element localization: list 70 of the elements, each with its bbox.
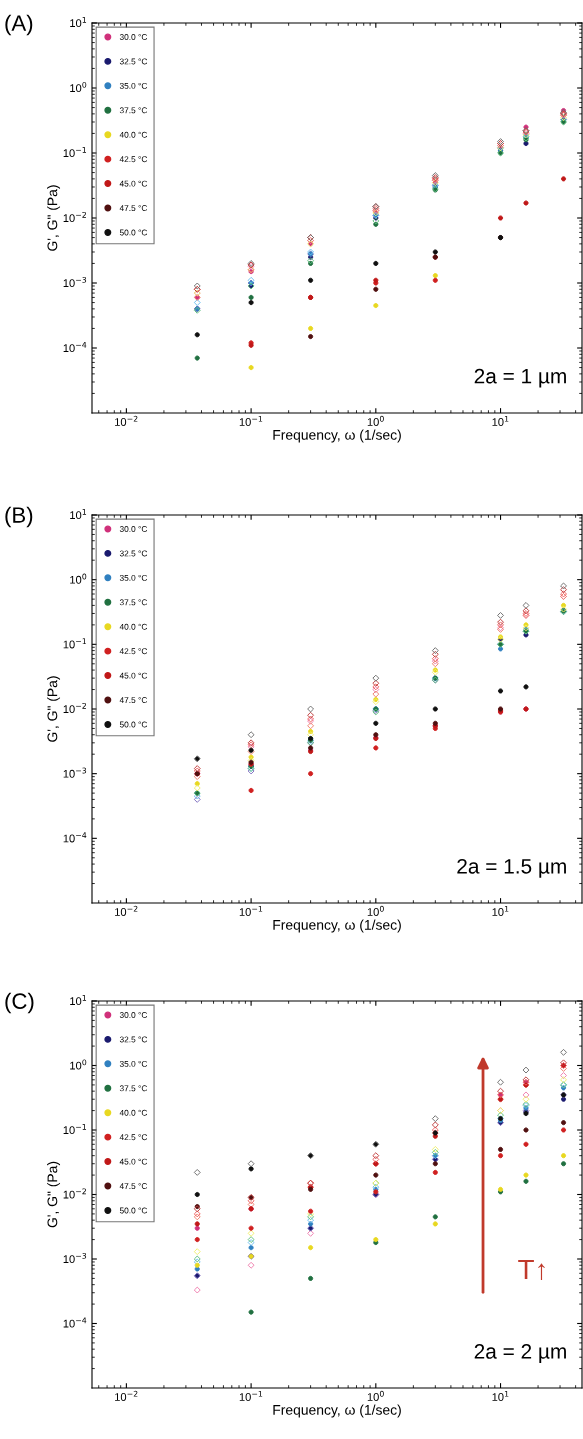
y-axis-title: G', G" (Pa) bbox=[47, 1161, 61, 1228]
legend-label: 37.5 °C bbox=[119, 1085, 148, 1092]
legend-label: 42.5 °C bbox=[119, 648, 148, 655]
chart-title: (C) bbox=[5, 992, 34, 1014]
y-tick-label: 10$^{−2}$ bbox=[63, 211, 86, 223]
legend-label: 32.5 °C bbox=[119, 1036, 148, 1043]
y-tick-label: 10$^{−2}$ bbox=[63, 1188, 86, 1199]
legend-label: 40.0 °C bbox=[119, 623, 148, 630]
x-tick-label: 10$^{1}$ bbox=[492, 415, 509, 426]
legend-label: 47.5 °C bbox=[119, 1183, 148, 1189]
y-tick-label: 10$^{0}$ bbox=[70, 573, 87, 584]
legend-label: 42.5 °C bbox=[119, 156, 148, 163]
annotation: 2a = 1 µm bbox=[474, 368, 566, 388]
legend-label: 42.5 °C bbox=[119, 1134, 148, 1141]
y-tick-label: 10$^{−3}$ bbox=[63, 1252, 87, 1264]
chart-title: (A) bbox=[5, 14, 33, 36]
legend-label: 37.5 °C bbox=[119, 599, 148, 606]
y-tick-label: 10$^{−4}$ bbox=[63, 342, 87, 353]
x-tick-label: 10$^{−2}$ bbox=[115, 1390, 138, 1401]
y-tick-label: 10$^{−1}$ bbox=[63, 147, 87, 158]
legend-label: 40.0 °C bbox=[119, 1109, 148, 1116]
y-tick-label: 10$^{1}$ bbox=[70, 17, 87, 28]
x-tick-label: 10$^{−2}$ bbox=[115, 415, 138, 426]
legend-label: 32.5 °C bbox=[119, 550, 148, 557]
legend-label: 30.0 °C bbox=[119, 526, 148, 532]
x-axis-title: Frequency, ω (1/sec) bbox=[273, 429, 401, 443]
x-axis-title: Frequency, ω (1/sec) bbox=[273, 1404, 401, 1418]
legend-label: 47.5 °C bbox=[119, 205, 148, 211]
y-axis-title: G', G" (Pa) bbox=[47, 676, 61, 742]
legend-label: 50.0 °C bbox=[119, 721, 148, 728]
legend-label: 50.0 °C bbox=[119, 1207, 148, 1214]
legend-label: 45.0 °C bbox=[119, 1158, 148, 1165]
y-tick-label: 10$^{−4}$ bbox=[63, 1317, 87, 1328]
x-tick-label: 10$^{1}$ bbox=[492, 1390, 509, 1401]
y-tick-label: 10$^{−4}$ bbox=[63, 832, 87, 843]
x-tick-label: 10$^{0}$ bbox=[367, 905, 384, 916]
y-tick-label: 10$^{−1}$ bbox=[63, 1124, 87, 1135]
legend-label: 50.0 °C bbox=[119, 229, 148, 236]
legend-label: 37.5 °C bbox=[119, 107, 148, 114]
legend-label: 45.0 °C bbox=[119, 180, 148, 187]
x-tick-label: 10$^{−1}$ bbox=[239, 905, 263, 916]
legend-label: 32.5 °C bbox=[119, 58, 148, 65]
annotation: 2a = 1.5 µm bbox=[457, 858, 566, 878]
x-tick-label: 10$^{−1}$ bbox=[239, 1390, 263, 1401]
x-tick-label: 10$^{−2}$ bbox=[115, 905, 138, 916]
x-axis-title: Frequency, ω (1/sec) bbox=[273, 919, 401, 933]
y-tick-label: 10$^{0}$ bbox=[70, 81, 87, 93]
y-tick-label: 10$^{−1}$ bbox=[63, 638, 87, 649]
y-tick-label: 10$^{0}$ bbox=[70, 1059, 87, 1070]
x-tick-label: 10$^{−1}$ bbox=[239, 415, 263, 426]
y-tick-label: 10$^{−3}$ bbox=[63, 767, 87, 778]
x-tick-label: 10$^{0}$ bbox=[367, 415, 384, 426]
x-tick-label: 10$^{1}$ bbox=[492, 905, 509, 916]
legend-label: 30.0 °C bbox=[119, 1012, 148, 1018]
legend-label: 45.0 °C bbox=[119, 672, 148, 679]
y-tick-label: 10$^{−2}$ bbox=[63, 702, 86, 714]
legend-label: 30.0 °C bbox=[119, 34, 148, 40]
chart-title: (B) bbox=[5, 506, 33, 528]
y-tick-label: 10$^{−3}$ bbox=[63, 276, 87, 288]
legend-label: 35.0 °C bbox=[119, 82, 148, 89]
y-tick-label: 10$^{1}$ bbox=[70, 995, 87, 1006]
legend-label: 47.5 °C bbox=[119, 697, 148, 703]
y-tick-label: 10$^{1}$ bbox=[70, 509, 87, 520]
annotation: T↑ bbox=[518, 1259, 545, 1280]
legend-label: 35.0 °C bbox=[119, 1060, 148, 1067]
annotation: 2a = 2 µm bbox=[474, 1344, 566, 1363]
x-tick-label: 10$^{0}$ bbox=[367, 1390, 384, 1401]
legend-label: 35.0 °C bbox=[119, 574, 148, 581]
legend-label: 40.0 °C bbox=[119, 131, 148, 138]
y-axis-title: G', G" (Pa) bbox=[47, 185, 61, 251]
